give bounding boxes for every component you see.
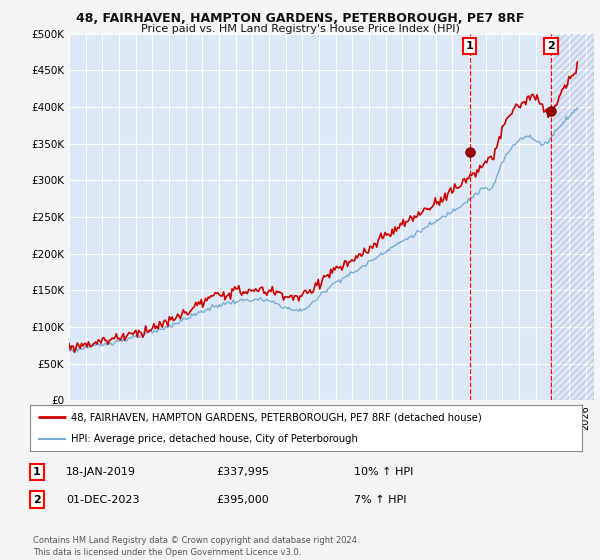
Text: £395,000: £395,000: [216, 494, 269, 505]
Text: 01-DEC-2023: 01-DEC-2023: [66, 494, 139, 505]
Text: £337,995: £337,995: [216, 467, 269, 477]
Text: HPI: Average price, detached house, City of Peterborough: HPI: Average price, detached house, City…: [71, 435, 358, 444]
Text: 2: 2: [33, 494, 41, 505]
Text: 2: 2: [547, 41, 555, 51]
Text: 18-JAN-2019: 18-JAN-2019: [66, 467, 136, 477]
Text: Price paid vs. HM Land Registry's House Price Index (HPI): Price paid vs. HM Land Registry's House …: [140, 24, 460, 34]
Text: 48, FAIRHAVEN, HAMPTON GARDENS, PETERBOROUGH, PE7 8RF (detached house): 48, FAIRHAVEN, HAMPTON GARDENS, PETERBOR…: [71, 412, 482, 422]
Text: 1: 1: [466, 41, 474, 51]
Text: Contains HM Land Registry data © Crown copyright and database right 2024.
This d: Contains HM Land Registry data © Crown c…: [33, 536, 359, 557]
Text: 1: 1: [33, 467, 41, 477]
Text: 48, FAIRHAVEN, HAMPTON GARDENS, PETERBOROUGH, PE7 8RF: 48, FAIRHAVEN, HAMPTON GARDENS, PETERBOR…: [76, 12, 524, 25]
Text: 7% ↑ HPI: 7% ↑ HPI: [354, 494, 407, 505]
Text: 10% ↑ HPI: 10% ↑ HPI: [354, 467, 413, 477]
